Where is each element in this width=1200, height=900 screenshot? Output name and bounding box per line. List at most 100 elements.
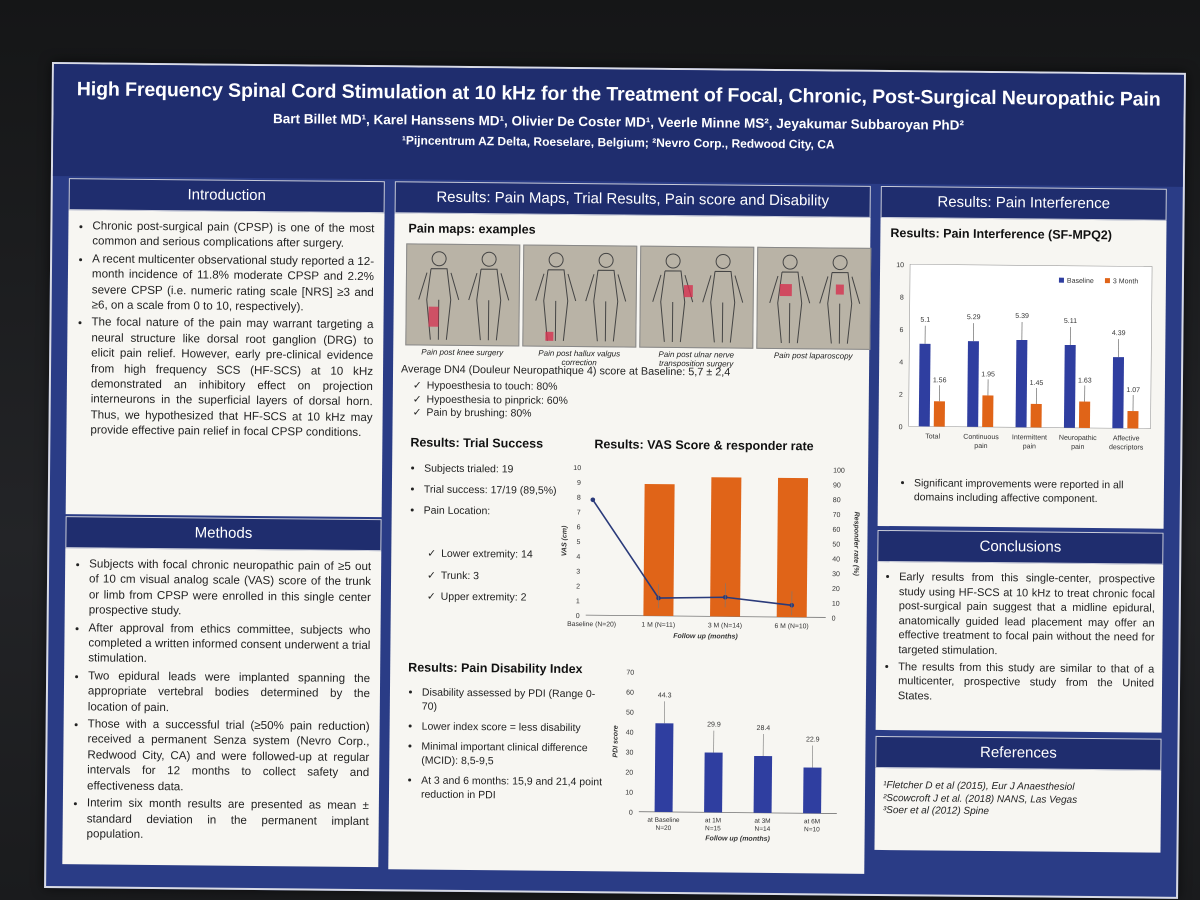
- y-tick-label: 50: [626, 710, 634, 717]
- y-tick-label: 8: [900, 295, 904, 302]
- location-item: Upper extremity: 2: [441, 591, 533, 605]
- data-label: 1.56: [933, 377, 947, 384]
- methods-bullet: After approval from ethics committee, su…: [88, 620, 370, 669]
- trial-item: Subjects trialed: 19: [424, 462, 579, 477]
- y-tick-label: 3: [576, 569, 580, 576]
- x-tick-label: 3 M (N=14): [708, 622, 742, 629]
- y2-tick-label: 100: [833, 468, 845, 475]
- y-tick-label: 7: [577, 509, 581, 516]
- data-label: 5.39: [1015, 313, 1029, 320]
- trial-item: Trial success: 17/19 (89,5%): [424, 483, 579, 498]
- vas-point: [590, 497, 596, 503]
- pdi-bar: [753, 755, 773, 813]
- legend-label: 3 Month: [1113, 278, 1138, 285]
- data-label: 29.9: [707, 722, 721, 729]
- x-axis-label: Follow up (months): [705, 835, 770, 843]
- x-tick-label: Neuropathic: [1059, 435, 1097, 442]
- y-tick-label: 10: [573, 465, 581, 472]
- introduction-heading: Introduction: [68, 178, 385, 214]
- results-center-panel: Pain maps: examples Pain post knee surge…: [388, 213, 872, 874]
- bar-3-month: [933, 401, 945, 427]
- y-axis-label: PDI score: [612, 725, 619, 757]
- location-item: Lower extremity: 14: [441, 548, 533, 562]
- pain-location-list: Lower extremity: 14 Trunk: 3 Upper extre…: [419, 548, 533, 606]
- references-panel: ¹Fletcher D et al (2015), Eur J Anaesthe…: [874, 767, 1162, 853]
- introduction-bullet: A recent multicenter observational study…: [92, 251, 375, 315]
- y-tick-label: 4: [576, 554, 580, 561]
- y2-tick-label: 70: [833, 512, 841, 519]
- x-tick-label: at 6M: [804, 818, 820, 825]
- pain-map-ulnar: Pain post ulnar nerve transposition surg…: [639, 245, 755, 369]
- pain-interference-panel: Results: Pain Interference (SF-MPQ2) 0 2 4…: [877, 217, 1167, 529]
- y2-tick-label: 10: [832, 601, 840, 608]
- y2-tick-label: 20: [832, 586, 840, 593]
- x-tick-label: pain: [974, 443, 987, 450]
- pain-map-laparoscopy: Pain post laparoscopy: [756, 246, 872, 361]
- y2-axis-label: Responder rate (%): [852, 512, 860, 577]
- y-tick-label: 70: [626, 670, 634, 677]
- introduction-panel: Chronic post-surgical pain (CPSP) is one…: [65, 210, 385, 518]
- y-tick-label: 4: [899, 359, 903, 366]
- y-tick-label: 10: [896, 262, 904, 269]
- pain-map-hallux: Pain post hallux valgus correction: [522, 244, 638, 367]
- pdi-bar: [803, 767, 822, 814]
- x-tick-label: pain: [1071, 444, 1084, 451]
- introduction-bullet: The focal nature of the pain may warrant…: [90, 315, 373, 441]
- pdi-item: At 3 and 6 months: 15,9 and 21,4 point r…: [421, 774, 609, 804]
- pdi-item: Disability assessed by PDI (Range 0-70): [422, 686, 610, 716]
- pdi-bar: [704, 752, 723, 813]
- data-label: 1.63: [1078, 377, 1092, 384]
- results-right-heading: Results: Pain Interference: [880, 185, 1167, 221]
- responder-bar: [710, 477, 742, 617]
- trial-item: Pain Location:: [424, 504, 579, 519]
- poster-affiliations: ¹Pijncentrum AZ Delta, Roeselare, Belgiu…: [401, 133, 835, 152]
- bar-3-month: [982, 395, 994, 428]
- pdi-list: Disability assessed by PDI (Range 0-70) …: [407, 685, 610, 803]
- x-tick-label: 1 M (N=11): [641, 622, 675, 629]
- data-label: 44.3: [658, 692, 672, 699]
- y2-tick-label: 30: [832, 571, 840, 578]
- y-tick-label: 1: [576, 598, 580, 605]
- pain-interference-chart: 0 2 4 6 8 10 5.1 1.56 Total 5.29 1.95 Continuous pai…: [896, 262, 1153, 451]
- poster-header: High Frequency Spinal Cord Stimulation a…: [52, 64, 1184, 187]
- y2-tick-label: 50: [832, 542, 840, 549]
- pain-interference-title: Results: Pain Interference (SF-MPQ2): [890, 226, 1113, 243]
- methods-bullet: Interim six month results are presented …: [87, 795, 369, 844]
- y-tick-label: 10: [625, 790, 633, 797]
- pain-map-caption: Pain post laparoscopy: [773, 350, 853, 361]
- left-column: Introduction Chronic post-surgical pain …: [62, 178, 385, 868]
- y-tick-label: 0: [629, 810, 633, 817]
- bar-baseline: [1015, 339, 1028, 428]
- body-outline-icon: [769, 254, 861, 344]
- y-axis-label: VAS (cm): [561, 525, 568, 556]
- pdi-item: Minimal important clinical difference (M…: [421, 740, 609, 770]
- x-tick-label: Baseline (N=20): [567, 621, 616, 628]
- x-tick-label: Total: [925, 433, 940, 440]
- data-label: 22.9: [806, 736, 820, 743]
- y2-tick-label: 60: [833, 527, 841, 534]
- data-label: 28.4: [757, 725, 771, 732]
- y-tick-label: 9: [577, 480, 581, 487]
- y-tick-label: 2: [576, 583, 580, 590]
- methods-panel: Subjects with focal chronic neuropathic …: [62, 548, 382, 868]
- dn4-list: Hypoesthesia to touch: 80% Hypoesthesia …: [405, 379, 568, 421]
- references-heading: References: [875, 735, 1162, 771]
- y-tick-label: 8: [577, 495, 581, 502]
- pdi-title: Results: Pain Disability Index: [408, 660, 583, 677]
- research-poster: High Frequency Spinal Cord Stimulation a…: [44, 62, 1186, 899]
- x-tick-label: N=10: [804, 826, 820, 833]
- results-center-heading: Results: Pain Maps, Trial Results, Pain …: [394, 181, 871, 218]
- y-tick-label: 6: [900, 327, 904, 334]
- data-label: 1.07: [1126, 387, 1140, 394]
- y2-tick-label: 40: [832, 556, 840, 563]
- methods-bullet: Subjects with focal chronic neuropathic …: [89, 556, 372, 620]
- bar-baseline: [1112, 357, 1125, 429]
- right-column: Results: Pain Interference Results: Pain…: [874, 185, 1167, 853]
- dn4-item: Hypoesthesia to pinprick: 60%: [427, 393, 568, 408]
- y-tick-label: 40: [626, 730, 634, 737]
- dn4-score: Average DN4 (Douleur Neuropathique 4) sc…: [401, 363, 731, 379]
- x-axis-label: Follow up (months): [673, 633, 738, 641]
- data-label: 5.29: [967, 314, 981, 321]
- data-label: 4.39: [1112, 330, 1126, 337]
